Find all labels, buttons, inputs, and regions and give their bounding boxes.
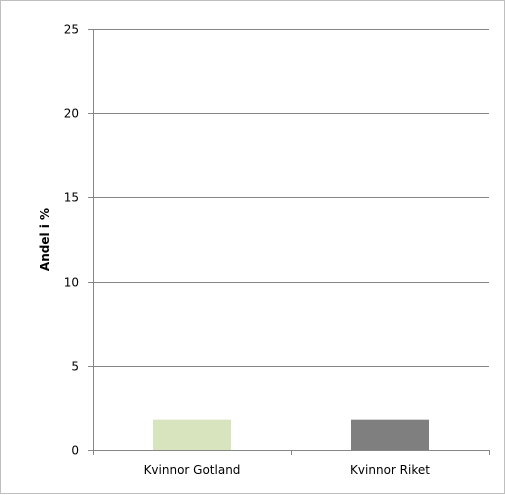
bar-kvinnor-gotland xyxy=(153,419,231,450)
x-category-label: Kvinnor Gotland xyxy=(144,463,241,477)
y-tick-label: 20 xyxy=(64,107,79,121)
y-tick-label: 0 xyxy=(71,444,79,458)
bar-kvinnor-riket xyxy=(351,419,429,450)
x-category-label: Kvinnor Riket xyxy=(350,463,430,477)
y-axis-title: Andel i % xyxy=(38,208,52,271)
y-tick-label: 5 xyxy=(71,360,79,374)
y-tick-label: 10 xyxy=(64,276,79,290)
y-tick-label: 15 xyxy=(64,191,79,205)
y-tick-label: 25 xyxy=(64,23,79,37)
